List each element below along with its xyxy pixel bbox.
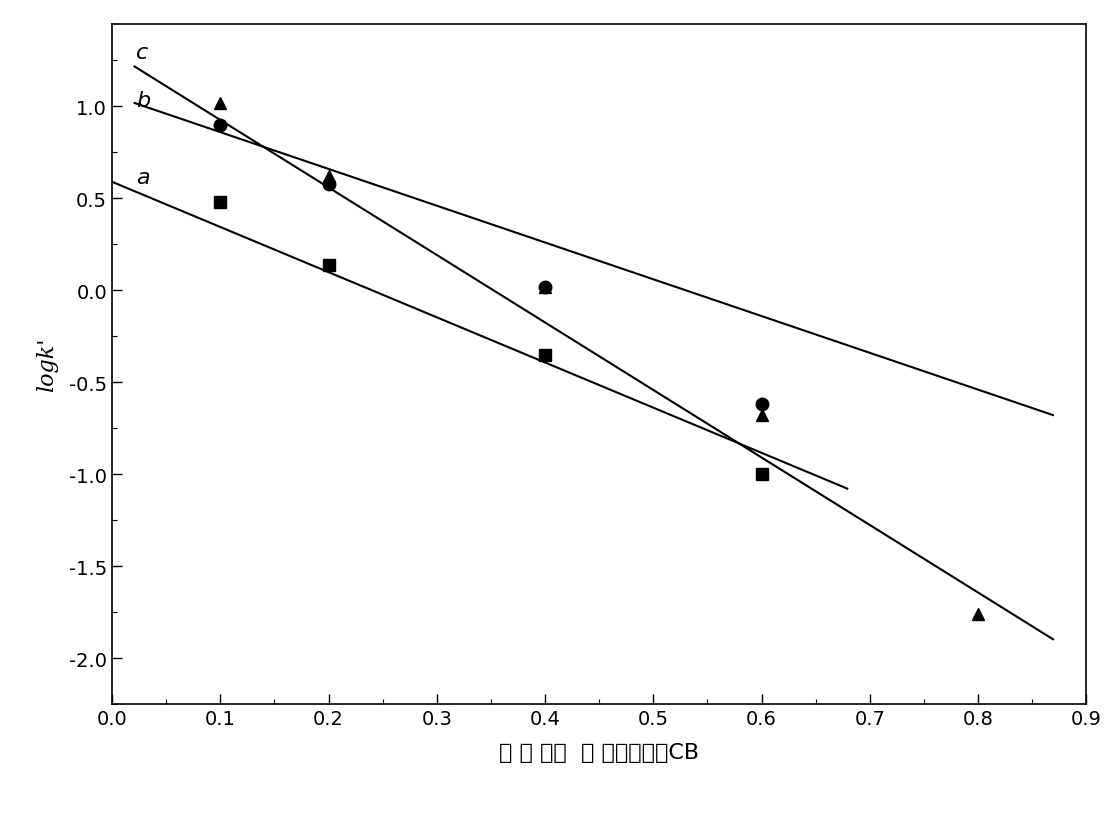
Text: c: c [136, 43, 148, 63]
Text: b: b [136, 91, 150, 111]
X-axis label: 流 动 相中  甲 醇体积份数CB: 流 动 相中 甲 醇体积份数CB [500, 742, 699, 762]
Text: a: a [136, 168, 149, 188]
Y-axis label: logk': logk' [36, 337, 58, 391]
